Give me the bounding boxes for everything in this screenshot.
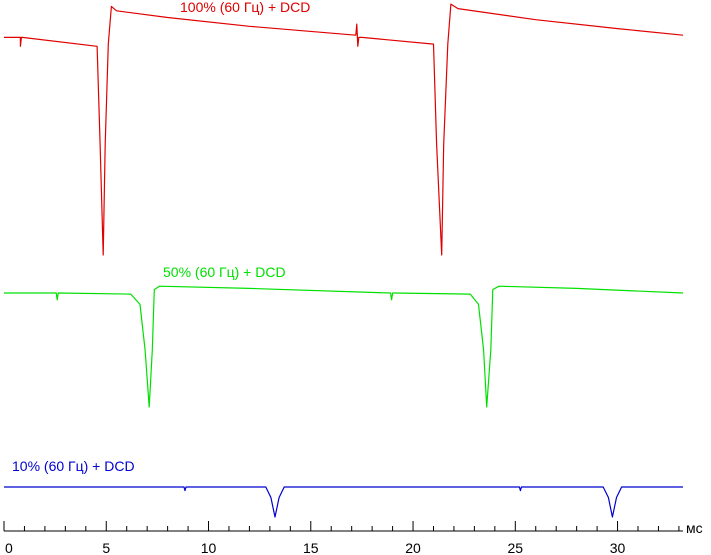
series-100-line <box>4 3 684 256</box>
x-tick-label: 5 <box>102 540 110 555</box>
series-label-layer: 100% (60 Гц) + DCD 50% (60 Гц) + DCD 10%… <box>12 0 310 474</box>
series-label-100: 100% (60 Гц) + DCD <box>180 0 310 15</box>
series-label-50: 50% (60 Гц) + DCD <box>163 264 286 280</box>
x-axis-unit-label: мс <box>686 520 703 536</box>
x-tick-label: 0 <box>5 540 13 555</box>
x-tick-label: 15 <box>303 540 319 555</box>
series-50-line <box>4 285 684 408</box>
series-layer <box>4 3 684 518</box>
x-axis-ticks: 0 5 10 15 20 25 30 <box>3 521 680 555</box>
x-tick-label: 10 <box>201 540 217 555</box>
x-tick-label: 20 <box>405 540 421 555</box>
x-axis: 0 5 10 15 20 25 30 мс <box>3 520 703 555</box>
x-tick-label: 25 <box>508 540 524 555</box>
series-10-line <box>4 486 683 518</box>
series-label-10: 10% (60 Гц) + DCD <box>12 458 135 474</box>
x-tick-label: 30 <box>610 540 626 555</box>
